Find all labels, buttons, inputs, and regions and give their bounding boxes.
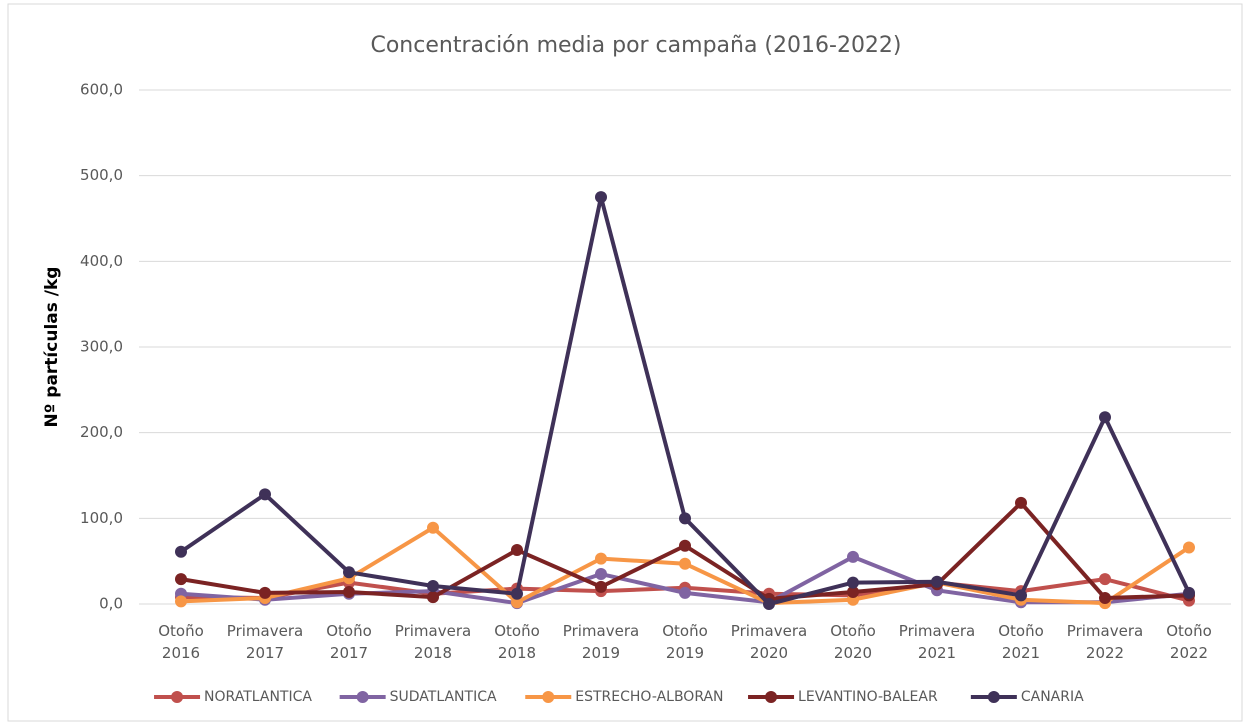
data-point <box>679 586 691 599</box>
data-point <box>1183 541 1195 554</box>
data-point <box>427 580 439 593</box>
data-point <box>847 576 859 589</box>
x-tick-label: Otoño 2019 <box>662 622 708 662</box>
data-point <box>847 586 859 599</box>
data-point <box>511 544 523 557</box>
data-point <box>175 573 187 586</box>
x-tick-label: Otoño 2021 <box>998 622 1044 662</box>
data-point <box>679 539 691 552</box>
legend-label: CANARIA <box>1021 689 1084 705</box>
data-point <box>259 488 271 501</box>
y-axis-label: Nº partículas /kg <box>42 267 62 428</box>
legend-marker <box>356 691 369 703</box>
y-tick-label: 300,0 <box>80 338 123 356</box>
data-point <box>343 566 355 579</box>
data-point <box>763 598 775 610</box>
legend-label: ESTRECHO-ALBORAN <box>575 689 723 705</box>
data-point <box>175 545 187 558</box>
x-tick-label: Primavera 2017 <box>226 622 304 662</box>
data-point <box>847 550 859 563</box>
x-tick-label: Otoño 2017 <box>326 622 372 662</box>
data-point <box>1099 573 1111 586</box>
x-tick-label: Primavera 2019 <box>562 622 640 662</box>
data-point <box>1099 592 1111 605</box>
data-point <box>595 580 607 593</box>
data-point <box>595 191 607 204</box>
data-point <box>175 595 187 608</box>
y-tick-label: 0,0 <box>99 595 123 613</box>
legend-marker <box>542 691 555 703</box>
chart-frame <box>7 3 1243 722</box>
x-tick-label: Primavera 2021 <box>898 622 976 662</box>
data-point <box>679 512 691 525</box>
data-point <box>1015 496 1027 509</box>
x-tick-label: Otoño 2018 <box>494 622 540 662</box>
data-point <box>931 575 943 588</box>
data-point <box>259 586 271 599</box>
data-point <box>427 591 439 604</box>
x-tick-label: Primavera 2020 <box>730 622 808 662</box>
y-tick-label: 400,0 <box>80 252 123 270</box>
data-point <box>511 587 523 600</box>
x-tick-label: Otoño 2022 <box>1166 622 1212 662</box>
data-point <box>1015 589 1027 602</box>
legend-marker <box>765 691 778 703</box>
x-tick-label: Otoño 2016 <box>158 622 204 662</box>
data-point <box>595 568 607 581</box>
y-tick-label: 200,0 <box>80 423 123 441</box>
x-tick-label: Primavera 2018 <box>394 622 472 662</box>
y-tick-label: 500,0 <box>80 166 123 184</box>
legend-label: NORATLANTICA <box>204 689 312 705</box>
legend-label: SUDATLANTICA <box>390 689 497 705</box>
x-tick-label: Otoño 2020 <box>830 622 876 662</box>
legend-marker <box>987 691 1000 703</box>
data-point <box>679 557 691 570</box>
legend-marker <box>171 691 184 703</box>
legend-label: LEVANTINO-BALEAR <box>798 689 938 705</box>
data-point <box>595 552 607 565</box>
data-point <box>1099 411 1111 424</box>
data-point <box>343 586 355 599</box>
y-tick-label: 600,0 <box>80 81 123 99</box>
data-point <box>427 521 439 534</box>
data-point <box>511 596 523 609</box>
y-tick-label: 100,0 <box>80 509 123 527</box>
data-point <box>1183 586 1195 599</box>
chart-title: Concentración media por campaña (2016-20… <box>370 33 901 58</box>
x-tick-label: Primavera 2022 <box>1066 622 1144 662</box>
